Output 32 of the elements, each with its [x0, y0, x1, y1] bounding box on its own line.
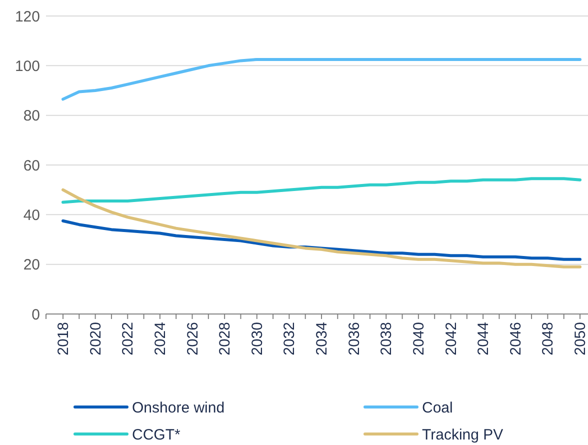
line-series	[62, 177, 582, 204]
y-tick-label: 100	[14, 58, 40, 75]
y-tick-label: 0	[32, 306, 40, 324]
legend-label: Onshore wind	[132, 399, 225, 416]
line-series	[62, 188, 582, 268]
x-tick-label: 2044	[475, 322, 492, 356]
line-series	[62, 58, 582, 101]
x-tick-label: 2050	[572, 322, 588, 356]
x-tick-label: 2048	[540, 322, 557, 356]
x-tick-label: 2018	[55, 322, 72, 356]
x-tick-label: 2022	[120, 322, 137, 356]
legend-label: Coal	[422, 399, 453, 416]
y-tick-label: 40	[23, 206, 40, 224]
x-tick-label: 2036	[346, 322, 363, 356]
x-tick-label: 2032	[281, 322, 298, 356]
x-tick-label: 2040	[410, 322, 428, 356]
legend-label: Tracking PV	[422, 426, 504, 444]
line-series	[62, 219, 582, 261]
legend-label: CCGT*	[132, 426, 180, 444]
y-tick-label: 120	[14, 8, 40, 26]
x-tick-label: 2026	[184, 322, 202, 356]
y-tick-label: 60	[23, 157, 40, 174]
x-tick-label: 2046	[507, 322, 524, 356]
x-tick-label: 2042	[442, 322, 460, 356]
y-tick-label: 20	[23, 256, 40, 274]
x-tick-label: 2028	[216, 322, 234, 356]
x-tick-label: 2024	[152, 322, 169, 356]
x-tick-label: 2038	[378, 322, 396, 356]
x-tick-label: 2034	[314, 322, 330, 356]
x-tick-label: 2020	[87, 322, 104, 356]
x-tick-label: 2030	[248, 322, 266, 356]
y-tick-label: 80	[23, 108, 40, 125]
